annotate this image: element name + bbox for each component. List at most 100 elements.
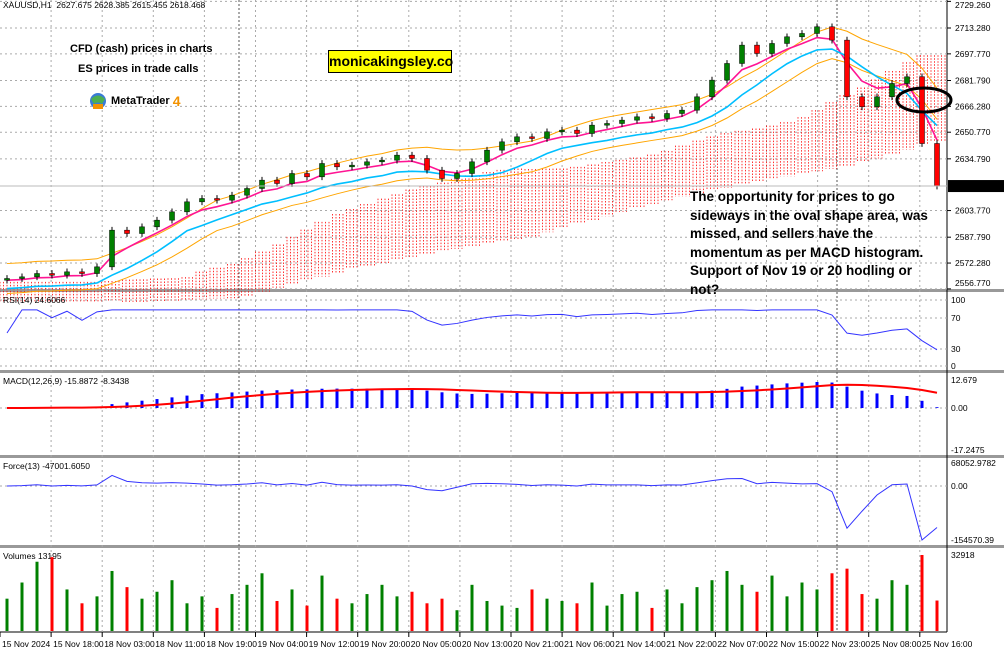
volume-bar <box>50 557 54 631</box>
macd-histogram-bar <box>935 407 939 408</box>
force-index-line <box>6 474 938 541</box>
bearish-candle <box>79 271 85 274</box>
macd-histogram-bar <box>845 386 849 408</box>
indicator-title: Force(13) -47001.6050 <box>3 461 90 471</box>
macd-histogram-bar <box>755 385 759 408</box>
macd-histogram-bar <box>530 392 534 408</box>
macd-histogram-bar <box>230 392 234 408</box>
volume-bar <box>860 594 864 631</box>
price-label: 2681.790 <box>955 75 991 85</box>
volume-bar <box>650 607 654 631</box>
time-label: 18 Nov 03:00 <box>104 639 155 649</box>
bullish-candle <box>319 163 325 178</box>
bullish-candle <box>679 109 685 114</box>
indicator-title: Volumes 13195 <box>3 551 62 561</box>
current-price-box <box>948 180 1004 193</box>
highlight-oval <box>895 86 953 114</box>
volume-bar <box>365 594 369 631</box>
volume-bar <box>110 570 114 631</box>
volume-bar <box>200 596 204 631</box>
panel-separator <box>0 370 1004 373</box>
bearish-candle <box>214 198 220 201</box>
bullish-candle <box>664 113 670 119</box>
current-price-label: 2618.468 <box>951 181 987 191</box>
price-label: 2572.280 <box>955 258 991 268</box>
bullish-candle <box>244 188 250 196</box>
volume-bar <box>920 555 924 631</box>
bullish-candle <box>469 161 475 174</box>
volume-bar <box>635 591 639 631</box>
volume-bar <box>125 587 129 631</box>
macd-histogram-bar <box>905 395 909 408</box>
volume-bar <box>440 598 444 631</box>
bearish-candle <box>649 116 655 119</box>
indicator-title: MACD(12,26,9) -15.8872 -8.3438 <box>3 376 129 386</box>
macd-histogram-bar <box>485 393 489 408</box>
price-label: 2666.280 <box>955 101 991 111</box>
volume-bar <box>770 575 774 631</box>
time-label: 21 Nov 06:00 <box>564 639 615 649</box>
bearish-candle <box>754 44 760 54</box>
metatrader-logo: MetaTrader 4 <box>88 92 181 110</box>
symbol-name: XAUUSD,H1 <box>3 0 52 10</box>
bullish-candle <box>904 76 910 84</box>
time-label: 25 Nov 16:00 <box>922 639 973 649</box>
volume-bar <box>830 573 834 631</box>
macd-histogram-bar <box>125 402 129 408</box>
macd-histogram-bar <box>140 400 144 408</box>
volume-bar <box>515 607 519 631</box>
volume-bar <box>140 598 144 631</box>
price-label: 2587.790 <box>955 232 991 242</box>
indicator-axis-label: 0 <box>951 361 956 371</box>
time-label: 18 Nov 19:00 <box>206 639 257 649</box>
note-cfd: CFD (cash) prices in charts <box>70 43 213 55</box>
volume-bar <box>740 584 744 631</box>
lower-envelope-line <box>6 58 938 294</box>
bullish-candle <box>784 36 790 44</box>
volume-bar <box>305 605 309 631</box>
bullish-candle <box>169 211 175 221</box>
macd-histogram-bar <box>875 393 879 408</box>
time-label: 22 Nov 23:00 <box>820 639 871 649</box>
panel-separator <box>0 545 1004 548</box>
macd-histogram-bar <box>800 382 804 408</box>
time-label: 15 Nov 2024 <box>2 639 50 649</box>
bullish-candle <box>19 276 25 279</box>
bullish-candle <box>139 226 145 234</box>
time-label: 21 Nov 22:00 <box>666 639 717 649</box>
panel-separator <box>0 455 1004 458</box>
time-label: 22 Nov 15:00 <box>769 639 820 649</box>
bullish-candle <box>349 164 355 168</box>
volume-bar <box>695 587 699 631</box>
symbol-header: XAUUSD,H1 2627.675 2628.385 2615.455 261… <box>3 0 205 10</box>
macd-histogram-bar <box>365 388 369 408</box>
volume-bar <box>170 580 174 631</box>
macd-histogram-bar <box>560 392 564 408</box>
bearish-candle <box>574 129 580 134</box>
macd-histogram-bar <box>605 392 609 408</box>
volume-bar <box>410 591 414 631</box>
bullish-candle <box>544 131 550 139</box>
price-label: 2729.260 <box>955 0 991 10</box>
bullish-candle <box>259 179 265 189</box>
volume-bar <box>350 603 354 631</box>
volume-bar <box>605 605 609 631</box>
ohlc-values: 2627.675 2628.385 2615.455 2618.468 <box>56 0 206 10</box>
volume-bar <box>935 600 939 631</box>
volume-bar <box>245 584 249 631</box>
macd-histogram-bar <box>215 393 219 408</box>
macd-histogram-bar <box>500 393 504 408</box>
bullish-candle <box>94 266 100 274</box>
volume-bar <box>530 589 534 631</box>
bullish-candle <box>289 173 295 184</box>
indicator-axis-label: 0.00 <box>951 403 968 413</box>
bullish-candle <box>589 124 595 134</box>
bearish-candle <box>844 39 850 98</box>
macd-histogram-bar <box>785 383 789 408</box>
volume-bar <box>725 570 729 631</box>
volume-bar <box>320 575 324 631</box>
bearish-candle <box>439 169 445 179</box>
bearish-candle <box>124 229 130 234</box>
macd-histogram-bar <box>320 388 324 408</box>
